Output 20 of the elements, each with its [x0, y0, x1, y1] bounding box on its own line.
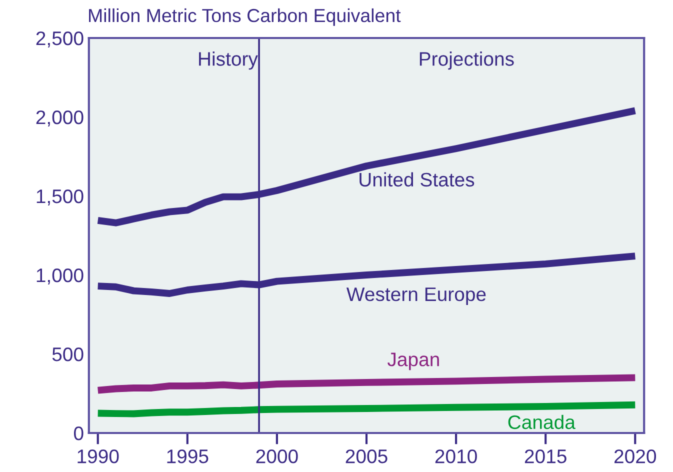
series-label: Japan	[388, 352, 439, 370]
y-tick-label: 1,000	[36, 268, 84, 285]
x-tick-label: 2010	[435, 449, 477, 464]
x-tick-label: 2015	[524, 449, 566, 464]
y-tick-label: 1,500	[36, 189, 84, 206]
series-label: Western Europe	[346, 288, 486, 305]
x-tick-label: 2000	[256, 449, 298, 464]
y-tick-label: 0	[74, 426, 84, 440]
x-tick-label: 1990	[78, 449, 119, 464]
annotation: History	[199, 52, 258, 70]
y-tick-label: 2,000	[36, 110, 84, 127]
y-tick-label: 2,500	[36, 31, 84, 48]
y-tick-label: 500	[52, 347, 84, 362]
y-axis-title: Million Metric Tons Carbon Equivalent	[89, 8, 401, 26]
x-tick-label: 2020	[614, 449, 656, 464]
annotation: Projections	[420, 52, 514, 70]
x-tick-label: 2005	[346, 449, 388, 464]
x-tick-label: 1995	[167, 449, 208, 464]
series-label: United States	[360, 172, 474, 187]
series-label: Canada	[508, 414, 576, 430]
